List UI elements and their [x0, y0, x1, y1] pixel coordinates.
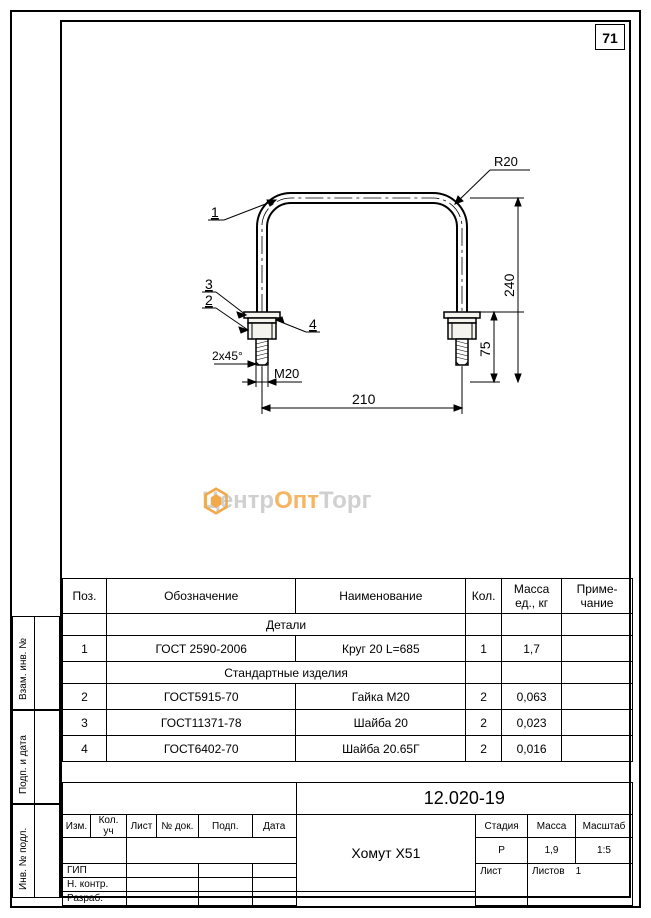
cell: ГОСТ5915-70	[106, 684, 296, 710]
cell	[562, 736, 633, 762]
section-details: Детали	[63, 614, 633, 636]
cell: 4	[63, 736, 107, 762]
cell: 1,7	[502, 636, 562, 662]
val-sheets: 1	[576, 866, 582, 877]
wm-t3: Торг	[319, 487, 371, 514]
lbl-izm: Изм.	[63, 815, 91, 838]
thread-label: М20	[274, 366, 299, 381]
bom-row: 2 ГОСТ5915-70 Гайка М20 2 0,063	[63, 684, 633, 710]
balloon-4: 4	[309, 316, 317, 332]
cell: ГОСТ6402-70	[106, 736, 296, 762]
lbl-podp: Подп.	[198, 815, 252, 838]
h-note: Приме-чание	[562, 579, 633, 614]
cell: 1	[466, 636, 502, 662]
h-qty: Кол.	[466, 579, 502, 614]
cell: Круг 20 L=685	[296, 636, 466, 662]
lbl-gip: ГИП	[63, 864, 127, 878]
val-scale: 1:5	[575, 838, 632, 864]
cell: ГОСТ11371-78	[106, 710, 296, 736]
cell: 2	[466, 710, 502, 736]
cell: 1	[63, 636, 107, 662]
dim-width: 210	[352, 391, 376, 407]
dim-stub: 75	[477, 341, 493, 357]
bom-table: Поз. Обозначение Наименование Кол. Масса…	[62, 578, 633, 762]
chamfer-label: 2х45°	[212, 349, 243, 363]
bom-row: 4 ГОСТ6402-70 Шайба 20.65Г 2 0,016	[63, 736, 633, 762]
doc-number: 12.020-19	[296, 783, 632, 815]
cell	[562, 636, 633, 662]
cell: 2	[466, 684, 502, 710]
vlabel-podp: Подп. и дата	[18, 735, 29, 794]
product-name: Хомут Х51	[296, 815, 475, 892]
lbl-list: Лист	[126, 815, 156, 838]
lbl-data: Дата	[252, 815, 296, 838]
titleblock: 12.020-19 Изм. Кол. уч Лист № док. Подп.…	[62, 782, 633, 900]
cell: Гайка М20	[296, 684, 466, 710]
val-mass: 1,9	[528, 838, 576, 864]
bom-row: 1 ГОСТ 2590-2006 Круг 20 L=685 1 1,7	[63, 636, 633, 662]
vlabel-inv: Инв. № подл.	[18, 828, 29, 890]
balloon-2: 2	[205, 292, 213, 308]
lbl-nkontr: Н. контр.	[63, 878, 127, 892]
cell: 0,023	[502, 710, 562, 736]
cell: 0,063	[502, 684, 562, 710]
lbl-sheets: Листов	[532, 866, 565, 877]
h-des: Обозначение	[106, 579, 296, 614]
h-name: Наименование	[296, 579, 466, 614]
h-mass: Масса ед., кг	[502, 579, 562, 614]
cell	[562, 710, 633, 736]
cell: 2	[466, 736, 502, 762]
section-standard: Стандартные изделия	[63, 662, 633, 684]
lbl-sheet: Лист	[480, 866, 502, 877]
cell: Шайба 20	[296, 710, 466, 736]
wm-t2: Опт	[274, 487, 319, 514]
h-pos: Поз.	[63, 579, 107, 614]
drawing-area: 210 240 75	[62, 22, 633, 578]
lbl-stage: Стадия	[476, 815, 528, 838]
cell: 2	[63, 684, 107, 710]
section-standard-label: Стандартные изделия	[106, 662, 465, 684]
radius-label: R20	[494, 154, 518, 169]
lbl-kol: Кол. уч	[90, 815, 126, 838]
cell: 3	[63, 710, 107, 736]
bom-row: 3 ГОСТ11371-78 Шайба 20 2 0,023	[63, 710, 633, 736]
vlabel-vzam: Взам. инв. №	[18, 638, 29, 700]
dim-height: 240	[501, 273, 517, 297]
balloon-3: 3	[205, 276, 213, 292]
hex-icon	[202, 487, 230, 515]
bom-header-row: Поз. Обозначение Наименование Кол. Масса…	[63, 579, 633, 614]
lbl-scale: Масштаб	[575, 815, 632, 838]
lbl-ndoc: № док.	[156, 815, 198, 838]
watermark: ЦентрОптТорг	[202, 487, 371, 515]
section-details-label: Детали	[106, 614, 465, 636]
inner-frame: 71	[60, 20, 631, 898]
cell: ГОСТ 2590-2006	[106, 636, 296, 662]
cell: 0,016	[502, 736, 562, 762]
cell: Шайба 20.65Г	[296, 736, 466, 762]
val-stage: Р	[476, 838, 528, 864]
balloon-1: 1	[211, 204, 219, 220]
lbl-razrab: Разраб.	[63, 892, 127, 906]
cell	[562, 684, 633, 710]
lbl-mass: Масса	[528, 815, 576, 838]
